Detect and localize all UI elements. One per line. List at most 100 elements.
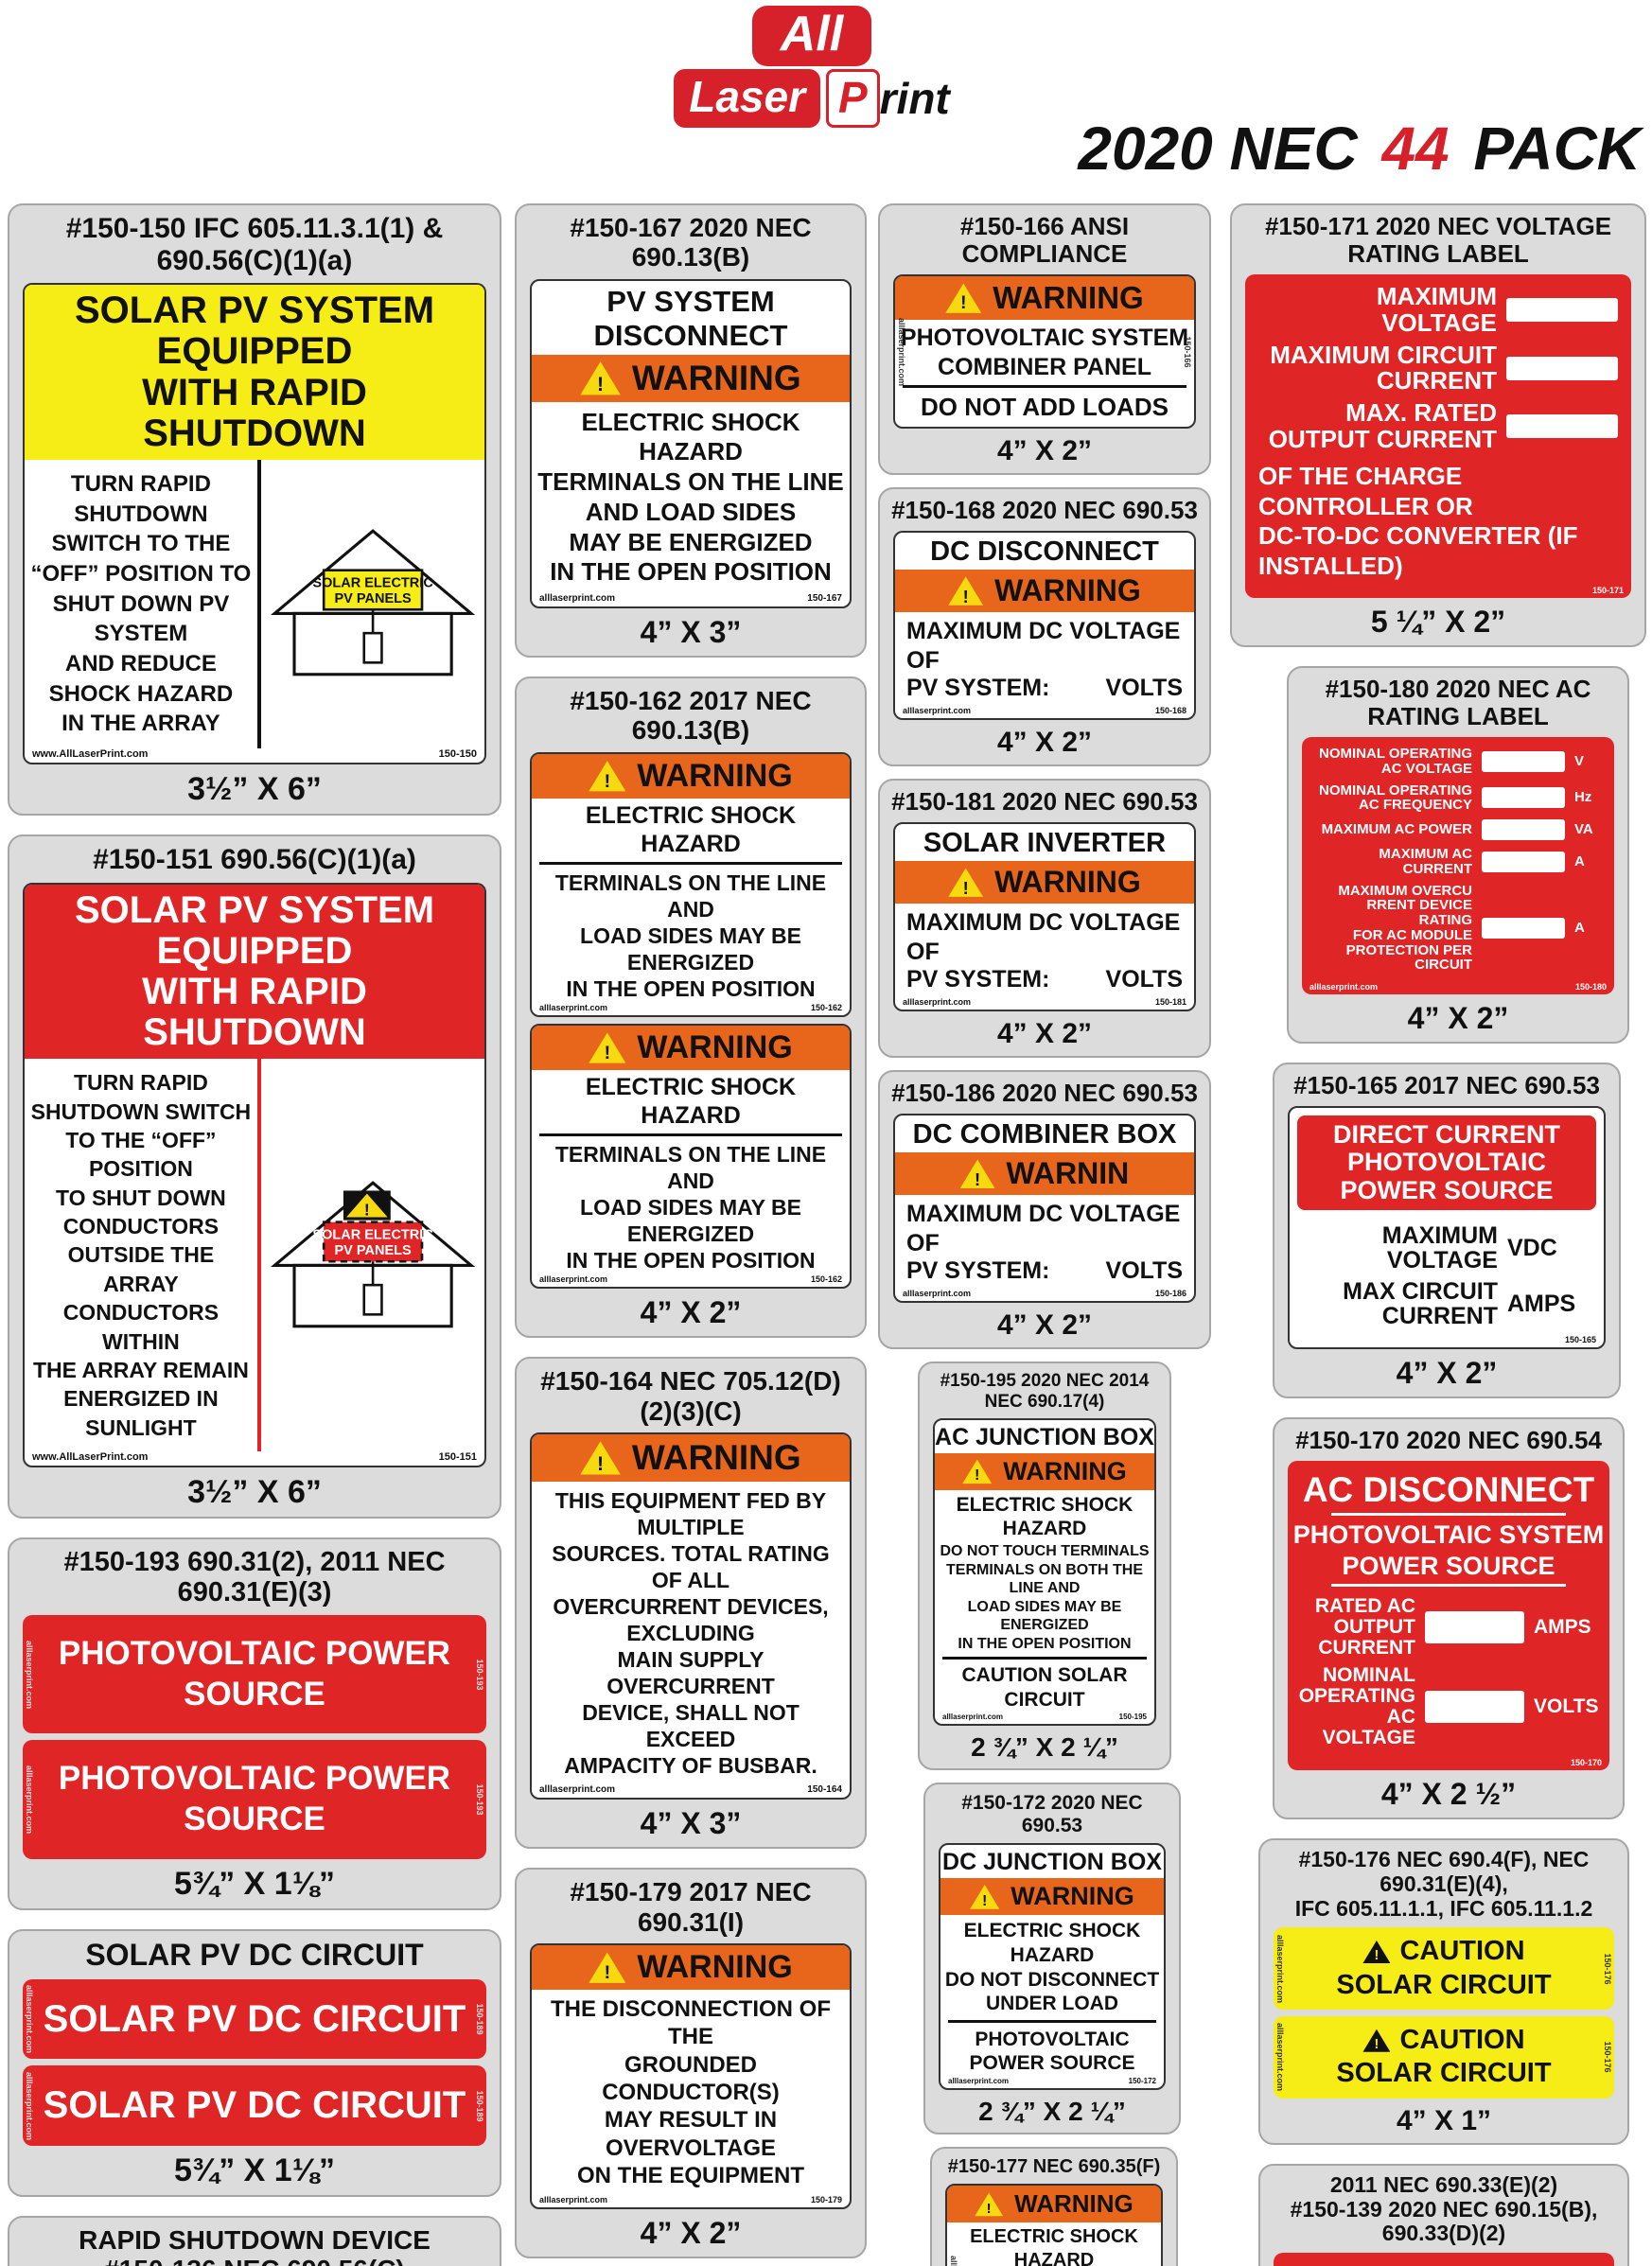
label-150-176: #150-176 NEC 690.4(F), NEC 690.31(E)(4),… [1258, 1838, 1629, 2145]
label-size: 2 ¾” X 2 ¼” [971, 1732, 1118, 1763]
side-url: alllaserprint.com [1275, 2023, 1285, 2092]
brand-logo-p: P [825, 69, 880, 128]
value-label: PV SYSTEM: [906, 1257, 1050, 1285]
footer-url: alllaserprint.com [539, 593, 616, 605]
label-size: 5¾” X 1⅛” [173, 2152, 336, 2189]
label-header: #150-181 2020 NEC 690.53 [891, 787, 1198, 817]
label-size: 3½” X 6” [187, 1474, 322, 1510]
warning-triangle-icon: ! [580, 1441, 621, 1475]
label-text: ! CAUTION SOLAR CIRCUIT [1336, 2025, 1552, 2089]
label-150-162: #150-162 2017 NEC 690.13(B)! WARNING ELECT… [515, 676, 867, 1339]
sticker-box: DO NOT DISCONNECTϟUNDER LOADϟ150 -139 [1274, 2253, 1614, 2266]
footer-code: 150-172 [1128, 2077, 1156, 2086]
label-header: #150-139 2020 NEC 690.15(B), 690.33(D)(2… [1290, 2196, 1598, 2246]
label-text: ELECTRIC SHOCK HAZARD [585, 801, 797, 858]
label-150-165: #150-165 2017 NEC 690.53 DIRECT CURRENT PH… [1273, 1063, 1621, 1398]
field-row: MAX. RATED OUTPUT CURRENT [1258, 400, 1618, 452]
column-4: #150-171 2020 NEC VOLTAGE RATING LABEL MA… [1230, 203, 1646, 2266]
side-code: 150-166 [1183, 336, 1192, 368]
divider [942, 1657, 1147, 1660]
column-2: #150-167 2020 NEC 690.13(B) PV SYSTEM DIS… [515, 203, 867, 2266]
sticker-footer: 150-170 [1288, 1758, 1609, 1770]
label-150-136: RAPID SHUTDOWN DEVICE#150-136 NEC 690.56… [8, 2216, 501, 2266]
split-body: TURN RAPID SHUTDOWN SWITCH TO THE “OFF” P… [25, 1059, 484, 1451]
label-150-167: #150-167 2020 NEC 690.13(B) PV SYSTEM DIS… [515, 203, 867, 659]
svg-text:PV PANELS: PV PANELS [334, 1243, 412, 1258]
footer-url: www.AllLaserPrint.com [32, 1451, 149, 1463]
sticker-footer: alllaserprint.com 150-180 [1302, 982, 1614, 994]
sticker-title: PV SYSTEM DISCONNECT [593, 284, 788, 352]
footer-code: 150-164 [807, 1784, 842, 1796]
sticker-box: DC DISCONNECT! WARNING MAXIMUM DC VOLTAGE … [893, 531, 1196, 721]
sticker-title: DC DISCONNECT [930, 536, 1159, 568]
divider [539, 861, 842, 865]
label-size: 2 ¾” X 2 ¼” [978, 2097, 1126, 2127]
sticker-footer: 150-165 [1290, 1335, 1604, 1347]
label-size: 4” X 1” [1396, 2104, 1492, 2136]
label-150-150: #150-150 IFC 605.11.3.1(1) & 690.56(C)(1… [8, 203, 501, 816]
label-header: #150-171 2020 NEC VOLTAGE RATING LABEL [1264, 212, 1612, 269]
footer-code: 150-150 [438, 747, 477, 760]
value-label: PV SYSTEM: [906, 675, 1050, 702]
value-row: PV SYSTEM: VOLTS [895, 675, 1194, 706]
label-size: 4” X 2” [1396, 1355, 1498, 1390]
label-size: 3½” X 6” [187, 770, 322, 807]
field-unit: AMPS [1507, 1291, 1576, 1318]
value-unit: VOLTS [1105, 966, 1183, 993]
label-text: CAUTION SOLAR CIRCUIT [961, 1664, 1128, 1711]
sticker-footer: alllaserprint.com 150-164 [532, 1784, 850, 1798]
sticker-footer: alllaserprint.com 150-167 [532, 593, 850, 606]
sticker-title: SOLAR INVERTER [923, 828, 1167, 859]
field-rows: MAXIMUM VOLTAGE MAXIMUM CIRCUIT CURRENT MA… [1245, 274, 1631, 462]
label-text: DO NOT DISCONNECTϟUNDER LOADϟ [1274, 2253, 1614, 2266]
label-text: PHOTOVOLTAIC POWER SOURCE [58, 1634, 451, 1713]
warning-triangle-icon: ! [945, 283, 982, 313]
label-150-179: #150-179 2017 NEC 690.31(I)! WARNING THE D… [515, 1868, 867, 2259]
warning-word: WARNING [994, 865, 1141, 900]
label-text: ELECTRIC SHOCK HAZARD [956, 1493, 1134, 1540]
sticker-box: ! WARNING ELECTRIC SHOCK HAZARD TERMINALS O… [530, 751, 852, 1017]
side-url: alllaserprint.com [949, 2256, 958, 2266]
warning-bar: ! WARNING [532, 1945, 850, 1991]
footer-code: 150-162 [810, 1002, 842, 1012]
blank-field [1506, 414, 1618, 439]
label-header: #150-167 2020 NEC 690.13(B) [570, 213, 812, 272]
blank-field [1506, 356, 1618, 380]
label-text: ELECTRIC SHOCK HAZARD TERMINALS ON THE LI… [537, 407, 844, 587]
label-150-151: #150-151 690.56(C)(1)(a) SOLAR PV SYSTEM … [8, 834, 501, 1519]
label-header: #150-166 ANSI COMPLIANCE [959, 212, 1130, 269]
warning-word: WARNING [1014, 2189, 1134, 2219]
footer-code: 150-186 [1154, 1289, 1186, 1299]
sticker-box: ! WARNING THIS EQUIPMENT FED BY MULTIPLE SO… [530, 1432, 852, 1801]
warning-triangle-icon: ! [589, 1032, 626, 1063]
footer-url: alllaserprint.com [1309, 982, 1379, 992]
footer-url: alllaserprint.com [539, 1274, 608, 1285]
footer-url: alllaserprint.com [539, 1784, 616, 1796]
column-3: #150-166 ANSI COMPLIANCE! WARNING PHOTOVOL… [878, 203, 1211, 2266]
label-header: #150-150 IFC 605.11.3.1(1) & 690.56(C)(1… [65, 213, 444, 276]
field-label: RATED AC OUTPUT CURRENT [1314, 1594, 1415, 1659]
label-text: ! CAUTION SOLAR CIRCUIT [1336, 1936, 1552, 2000]
instruction-text: TURN RAPID SHUTDOWN SWITCH TO THE “OFF” P… [25, 1059, 261, 1451]
warning-bar: ! WARNING [947, 2186, 1161, 2223]
field-label: NOMINAL OPERATING AC VOLTAGE [1319, 746, 1472, 777]
label-text: ELECTRIC SHOCK HAZARD DO NOT DISCONNECT UN… [944, 1920, 1160, 2015]
value-row: PV SYSTEM: VOLTS [895, 966, 1194, 997]
sticker-box: DC JUNCTION BOX! WARNING ELECTRIC SHOCK HA… [939, 1843, 1166, 2091]
warning-word: WARNING [637, 757, 793, 794]
side-url: alllaserprint.com [25, 1640, 34, 1709]
label-size: 5¾” X 1⅛” [173, 1865, 336, 1902]
label-text: THE DISCONNECTION OF THE GROUNDED CONDUCT… [550, 1996, 831, 2188]
side-url: alllaserprint.com [1275, 1934, 1285, 2003]
sticker-box: ! CAUTION SOLAR CIRCUIT alllaserprint.com 15… [1274, 1927, 1614, 2011]
label-header: #150-170 2020 NEC 690.54 [1295, 1425, 1602, 1454]
value-label: PV SYSTEM: [906, 966, 1050, 993]
label-text: PHOTOVOLTAIC POWER SOURCE [58, 1760, 451, 1837]
warning-bar: ! WARNING [940, 1878, 1164, 1916]
label-header: #150-172 2020 NEC 690.53 [961, 1792, 1143, 1836]
side-url: alllaserprint.com [897, 317, 906, 386]
warning-word: WARNING [637, 1949, 793, 1986]
